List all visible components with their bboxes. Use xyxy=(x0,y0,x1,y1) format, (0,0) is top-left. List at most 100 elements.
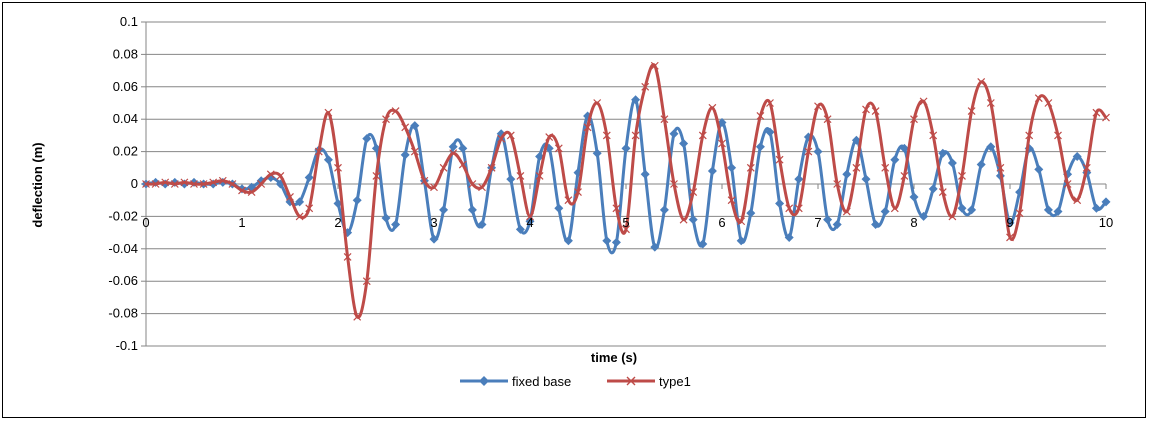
data-point-fixed-base xyxy=(823,215,833,225)
data-point-type1 xyxy=(910,115,918,124)
data-point-fixed-base xyxy=(717,117,727,127)
data-point-fixed-base xyxy=(611,237,621,247)
data-point-type1 xyxy=(439,163,448,172)
data-point-fixed-base xyxy=(1053,207,1063,217)
data-point-type1 xyxy=(142,180,150,188)
data-point-type1 xyxy=(180,178,189,187)
data-point-fixed-base xyxy=(1043,205,1053,215)
x-tick-label: 2 xyxy=(334,215,341,230)
data-point-type1 xyxy=(218,176,227,185)
data-point-type1 xyxy=(631,131,640,140)
data-point-fixed-base xyxy=(304,173,314,183)
data-point-fixed-base xyxy=(429,234,439,244)
data-point-type1 xyxy=(1006,233,1014,242)
data-point-fixed-base xyxy=(515,224,525,234)
data-point-type1 xyxy=(967,107,976,116)
data-point-fixed-base xyxy=(986,142,996,152)
data-point-fixed-base xyxy=(938,148,948,158)
data-point-type1 xyxy=(852,163,861,172)
data-point-type1 xyxy=(871,107,880,116)
data-point-type1 xyxy=(372,171,381,180)
data-point-fixed-base xyxy=(602,236,612,246)
x-tick-label: 10 xyxy=(1099,215,1113,230)
data-point-fixed-base xyxy=(727,163,737,173)
data-point-type1 xyxy=(612,204,621,213)
data-point-type1 xyxy=(430,183,438,192)
data-point-fixed-base xyxy=(352,195,362,205)
data-point-type1 xyxy=(295,212,304,221)
data-point-type1 xyxy=(698,131,707,140)
data-point-type1 xyxy=(401,123,410,132)
data-point-type1 xyxy=(622,225,630,234)
y-tick-label: -0.06 xyxy=(108,273,138,288)
data-point-fixed-base xyxy=(736,236,746,246)
data-point-type1 xyxy=(314,147,323,156)
series-layer xyxy=(141,61,1111,321)
data-point-fixed-base xyxy=(621,143,631,153)
data-point-fixed-base xyxy=(381,213,391,223)
x-axis-title: time (s) xyxy=(591,350,637,365)
data-point-type1 xyxy=(746,163,755,172)
data-point-type1 xyxy=(170,180,179,188)
data-point-type1 xyxy=(305,204,314,213)
data-point-fixed-base xyxy=(563,236,573,246)
data-point-type1 xyxy=(775,155,784,164)
data-point-type1 xyxy=(919,97,928,106)
data-point-fixed-base xyxy=(506,174,516,184)
data-point-type1 xyxy=(449,149,458,158)
y-tick-label: -0.02 xyxy=(108,208,138,223)
data-point-type1 xyxy=(190,180,198,188)
data-point-fixed-base xyxy=(477,220,487,229)
tick-labels: -0.1 -0.08 -0.06 -0.04 -0.02 0 0.02 0.04 0.06 0.0… xyxy=(108,14,1113,353)
data-point-type1 xyxy=(1073,196,1082,205)
legend-label-type1: type1 xyxy=(659,374,691,389)
data-point-fixed-base xyxy=(650,242,660,252)
data-point-type1 xyxy=(1082,163,1091,172)
data-point-type1 xyxy=(334,163,342,172)
data-point-fixed-base xyxy=(592,148,602,158)
data-point-fixed-base xyxy=(458,143,468,153)
x-tick-label: 5 xyxy=(622,215,629,230)
data-point-type1 xyxy=(679,215,688,224)
data-point-type1 xyxy=(756,112,765,120)
data-point-type1 xyxy=(228,180,237,188)
data-point-fixed-base xyxy=(899,143,909,153)
data-point-fixed-base xyxy=(631,95,641,105)
data-point-fixed-base xyxy=(784,232,794,242)
data-point-fixed-base xyxy=(775,198,785,208)
data-point-fixed-base xyxy=(439,205,449,215)
data-point-type1 xyxy=(458,160,467,169)
data-point-type1 xyxy=(516,171,525,180)
data-point-type1 xyxy=(814,102,822,111)
data-point-fixed-base xyxy=(323,155,333,165)
data-point-fixed-base xyxy=(746,208,756,218)
data-point-type1 xyxy=(468,180,477,188)
data-point-type1 xyxy=(209,178,218,187)
data-point-fixed-base xyxy=(871,220,881,229)
data-point-type1 xyxy=(1092,108,1101,117)
data-point-fixed-base xyxy=(957,203,967,213)
data-point-fixed-base xyxy=(295,197,305,207)
x-tick-label: 3 xyxy=(430,215,437,230)
data-point-type1 xyxy=(1102,113,1110,122)
data-point-type1 xyxy=(506,131,515,140)
y-tick-label: 0.04 xyxy=(113,111,138,126)
data-point-fixed-base xyxy=(707,166,717,176)
data-point-fixed-base xyxy=(919,211,929,221)
data-point-fixed-base xyxy=(362,134,372,144)
data-point-fixed-base xyxy=(1101,197,1111,207)
data-point-fixed-base xyxy=(890,155,900,165)
data-point-fixed-base xyxy=(928,184,938,194)
data-point-type1 xyxy=(391,107,400,116)
data-point-fixed-base xyxy=(698,239,708,249)
data-point-type1 xyxy=(929,131,938,140)
data-point-type1 xyxy=(478,183,486,192)
data-point-fixed-base xyxy=(669,129,679,139)
data-point-fixed-base xyxy=(679,139,689,148)
data-point-type1 xyxy=(977,78,986,86)
data-point-type1 xyxy=(353,312,362,321)
legend: fixed base type1 xyxy=(460,374,691,389)
y-tick-label: 0 xyxy=(131,176,138,191)
data-point-type1 xyxy=(1025,131,1034,140)
